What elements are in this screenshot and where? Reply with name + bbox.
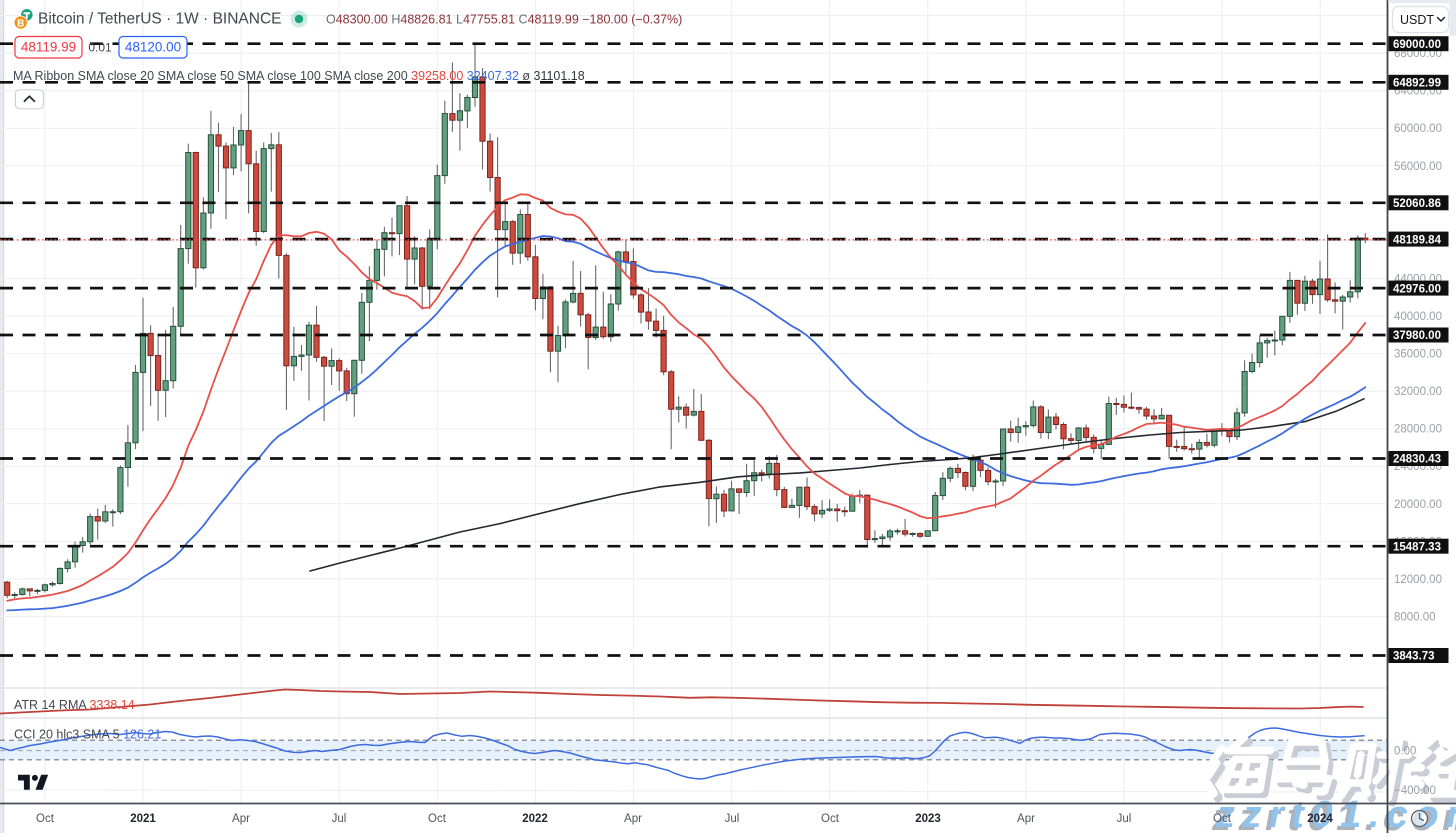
svg-text:ATR 14 RMA 3338.14: ATR 14 RMA 3338.14 <box>14 698 135 712</box>
svg-text:Oct: Oct <box>821 813 840 825</box>
svg-text:Oct: Oct <box>1213 813 1232 825</box>
svg-text:37980.00: 37980.00 <box>1393 330 1441 342</box>
svg-text:48189.84: 48189.84 <box>1393 234 1442 246</box>
svg-text:60000.00: 60000.00 <box>1394 123 1442 135</box>
svg-text:32000.00: 32000.00 <box>1394 386 1442 398</box>
svg-text:−400.00: −400.00 <box>1394 785 1436 797</box>
svg-text:12000.00: 12000.00 <box>1394 574 1442 586</box>
svg-text:O48300.00 H48826.81 L47755.81: O48300.00 H48826.81 L47755.81 C48119.99 … <box>326 13 682 27</box>
svg-text:20000.00: 20000.00 <box>1394 499 1442 511</box>
svg-text:28000.00: 28000.00 <box>1394 424 1442 436</box>
svg-text:15487.33: 15487.33 <box>1393 541 1441 553</box>
svg-text:CCI 20 hlc3 SMA 5 126.21: CCI 20 hlc3 SMA 5 126.21 <box>14 728 161 742</box>
svg-text:Apr: Apr <box>1017 813 1035 825</box>
svg-text:Oct: Oct <box>36 813 55 825</box>
svg-text:8000.00: 8000.00 <box>1394 612 1436 624</box>
svg-text:64892.99: 64892.99 <box>1393 78 1441 90</box>
svg-text:48120.00: 48120.00 <box>125 40 181 55</box>
svg-text:0.00: 0.00 <box>1394 746 1416 758</box>
svg-text:52060.86: 52060.86 <box>1393 198 1441 210</box>
svg-text:2022: 2022 <box>522 813 548 825</box>
svg-text:Jul: Jul <box>725 813 740 825</box>
svg-text:Bitcoin / TetherUS · 1W · BINA: Bitcoin / TetherUS · 1W · BINANCE <box>38 11 281 28</box>
svg-text:69000.00: 69000.00 <box>1393 39 1441 51</box>
svg-text:40000.00: 40000.00 <box>1394 311 1442 323</box>
svg-text:56000.00: 56000.00 <box>1394 161 1442 173</box>
svg-text:B: B <box>17 18 24 29</box>
svg-text:Apr: Apr <box>624 813 642 825</box>
svg-text:36000.00: 36000.00 <box>1394 349 1442 361</box>
svg-text:42976.00: 42976.00 <box>1393 283 1441 295</box>
svg-text:Oct: Oct <box>428 813 447 825</box>
svg-text:2023: 2023 <box>915 813 941 825</box>
svg-text:USDT: USDT <box>1400 13 1434 27</box>
svg-text:2021: 2021 <box>130 813 156 825</box>
svg-text:2024: 2024 <box>1307 813 1333 825</box>
svg-text:24830.43: 24830.43 <box>1393 454 1441 466</box>
svg-text:48119.99: 48119.99 <box>21 40 76 55</box>
svg-text:Jul: Jul <box>1117 813 1132 825</box>
svg-text:Jul: Jul <box>332 813 347 825</box>
svg-text:Apr: Apr <box>232 813 250 825</box>
svg-text:0.01: 0.01 <box>88 41 112 55</box>
svg-text:3843.73: 3843.73 <box>1393 651 1435 663</box>
svg-text:MA Ribbon SMA close 20 SMA clo: MA Ribbon SMA close 20 SMA close 50 SMA … <box>13 69 585 83</box>
